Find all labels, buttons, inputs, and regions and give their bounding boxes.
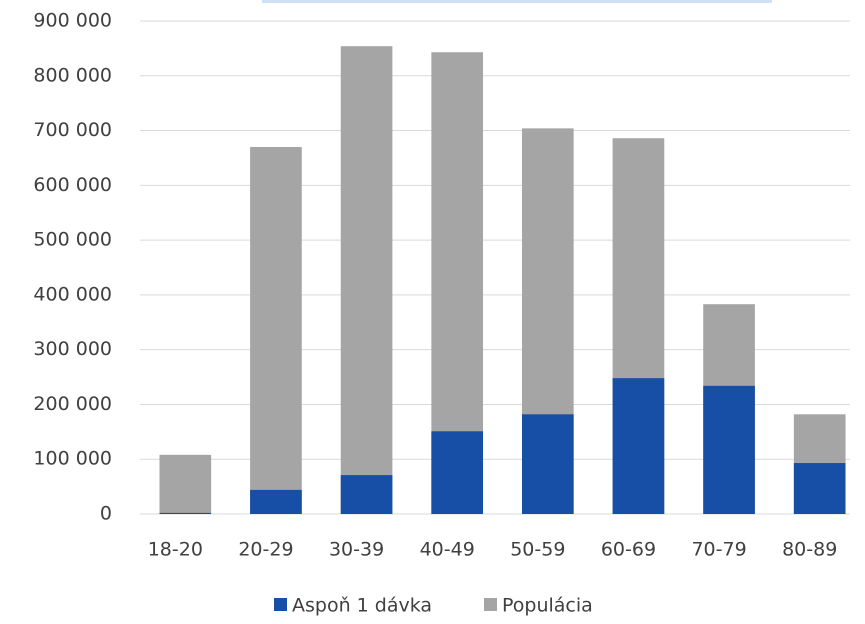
x-tick-label: 20-29 xyxy=(238,539,293,561)
y-tick-label: 0 xyxy=(100,503,112,525)
bar xyxy=(793,463,846,514)
x-tick-label: 18-20 xyxy=(148,539,203,561)
x-tick-label: 60-69 xyxy=(601,539,656,561)
bar xyxy=(250,489,302,514)
x-tick-label: 80-89 xyxy=(782,539,837,561)
bar xyxy=(612,378,665,514)
legend-swatch xyxy=(484,598,497,611)
y-tick-label: 800 000 xyxy=(33,64,112,86)
title-placeholder xyxy=(262,0,772,3)
x-tick-label: 50-59 xyxy=(510,539,565,561)
bar xyxy=(250,146,302,514)
y-tick-label: 900 000 xyxy=(33,10,112,32)
legend-label: Populácia xyxy=(502,595,593,617)
legend-label: Aspoň 1 dávka xyxy=(292,595,432,617)
bar xyxy=(340,475,393,514)
y-tick-label: 600 000 xyxy=(33,174,112,196)
x-tick-label: 30-39 xyxy=(329,539,384,561)
bar xyxy=(703,385,755,514)
bar xyxy=(521,414,574,514)
legend-swatch xyxy=(274,598,287,611)
y-tick-label: 200 000 xyxy=(33,393,112,415)
y-tick-label: 700 000 xyxy=(33,119,112,141)
y-tick-label: 300 000 xyxy=(33,338,112,360)
x-tick-label: 70-79 xyxy=(691,539,746,561)
y-tick-label: 500 000 xyxy=(33,229,112,251)
bar xyxy=(159,454,212,514)
bar xyxy=(340,46,393,514)
x-tick-label: 40-49 xyxy=(420,539,475,561)
y-tick-label: 100 000 xyxy=(33,448,112,470)
bar xyxy=(159,512,212,514)
y-tick-label: 400 000 xyxy=(33,283,112,305)
bar xyxy=(431,431,484,514)
